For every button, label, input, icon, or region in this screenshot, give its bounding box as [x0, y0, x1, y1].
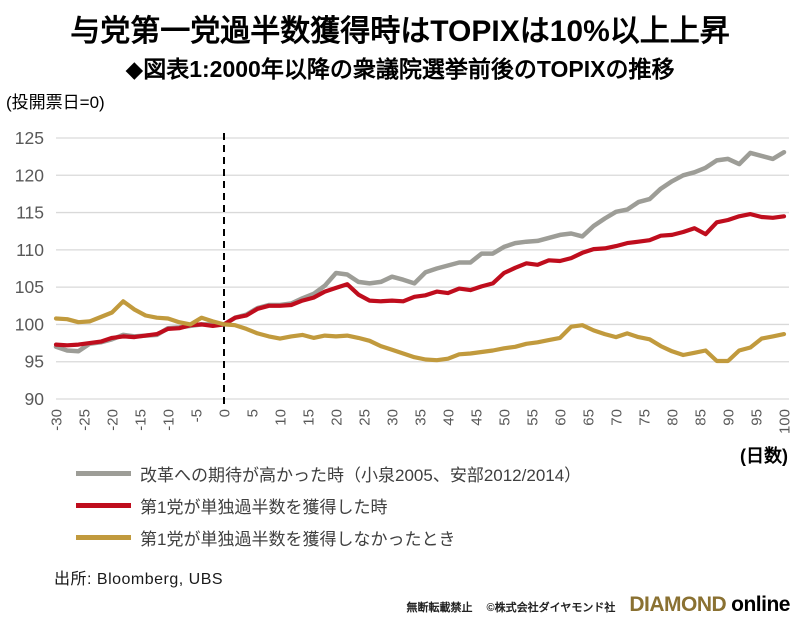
x-tick-label: 65 [581, 409, 598, 426]
x-tick-label: 50 [497, 409, 514, 426]
y-tick-label: 110 [16, 240, 44, 260]
footer-copyright: ©株式会社ダイヤモンド社 [486, 602, 616, 614]
legend-label: 第1党が単独過半数を獲得した時 [140, 497, 388, 517]
x-tick-label: -5 [189, 409, 206, 422]
y-tick-label: 120 [15, 165, 44, 185]
y-tick-label: 105 [15, 277, 44, 297]
x-tick-label: 75 [637, 409, 654, 426]
x-tick-label: 90 [721, 409, 738, 426]
diamond-online-logo-sub: online [731, 593, 790, 616]
x-tick-label: -20 [105, 409, 122, 431]
x-axis-unit-label: (日数) [740, 446, 788, 466]
chart-legend: 改革への期待が高かった時（小泉2005、安部2012/2014） 第1党が単独過半… [76, 457, 581, 553]
series-line-1 [53, 211, 787, 348]
page-subtitle: ◆図表1:2000年以降の衆議院選挙前後のTOPIXの推移 [125, 56, 675, 82]
x-tick-label: 85 [693, 409, 710, 426]
diamond-online-logo: DIAMOND [629, 593, 727, 616]
y-axis-note: (投開票日=0) [6, 93, 105, 112]
legend-swatch [76, 502, 131, 508]
legend-item: 第1党が単独過半数を獲得しなかったとき [76, 521, 581, 553]
x-tick-label: 25 [357, 409, 374, 426]
legend-item: 改革への期待が高かった時（小泉2005、安部2012/2014） [76, 457, 581, 489]
x-tick-label: 55 [525, 409, 542, 426]
x-tick-label: 95 [749, 409, 766, 426]
x-tick-label: 100 [777, 409, 794, 434]
x-tick-label: 70 [609, 409, 626, 426]
x-tick-label: -30 [49, 409, 66, 431]
legend-swatch [76, 534, 131, 540]
x-tick-label: 40 [441, 409, 458, 426]
footer-notice: 無断転載禁止 [406, 602, 473, 614]
legend-label: 第1党が単独過半数を獲得しなかったとき [140, 529, 456, 549]
x-tick-label: 5 [245, 409, 262, 417]
page-title: 与党第一党過半数獲得時はTOPIXは10%以上上昇 [70, 15, 730, 48]
x-tick-label: 60 [553, 409, 570, 426]
y-tick-label: 115 [16, 203, 44, 223]
x-tick-label: -15 [133, 409, 150, 431]
x-tick-label: 35 [413, 409, 430, 426]
y-tick-label: 125 [15, 128, 44, 148]
source-text: 出所: Bloomberg, UBS [54, 571, 224, 588]
x-tick-label: 20 [329, 409, 346, 426]
x-tick-label: 10 [273, 409, 290, 426]
x-tick-label: 45 [469, 409, 486, 426]
legend-item: 第1党が単独過半数を獲得した時 [76, 489, 581, 521]
x-tick-label: 15 [301, 409, 318, 426]
x-tick-label: 0 [217, 409, 234, 417]
legend-swatch [76, 470, 131, 476]
series-line-0 [53, 149, 787, 354]
y-tick-label: 95 [25, 352, 44, 372]
x-tick-label: 80 [665, 409, 682, 426]
legend-label: 改革への期待が高かった時（小泉2005、安部2012/2014） [140, 465, 582, 485]
x-tick-label: 30 [385, 409, 402, 426]
series-line-2 [53, 299, 787, 364]
y-tick-label: 90 [25, 389, 45, 409]
x-tick-label: -10 [161, 409, 178, 431]
footer: 無断転載禁止 ©株式会社ダイヤモンド社 DIAMOND online [406, 593, 791, 617]
x-tick-label: -25 [77, 409, 94, 431]
y-tick-label: 100 [15, 314, 44, 334]
